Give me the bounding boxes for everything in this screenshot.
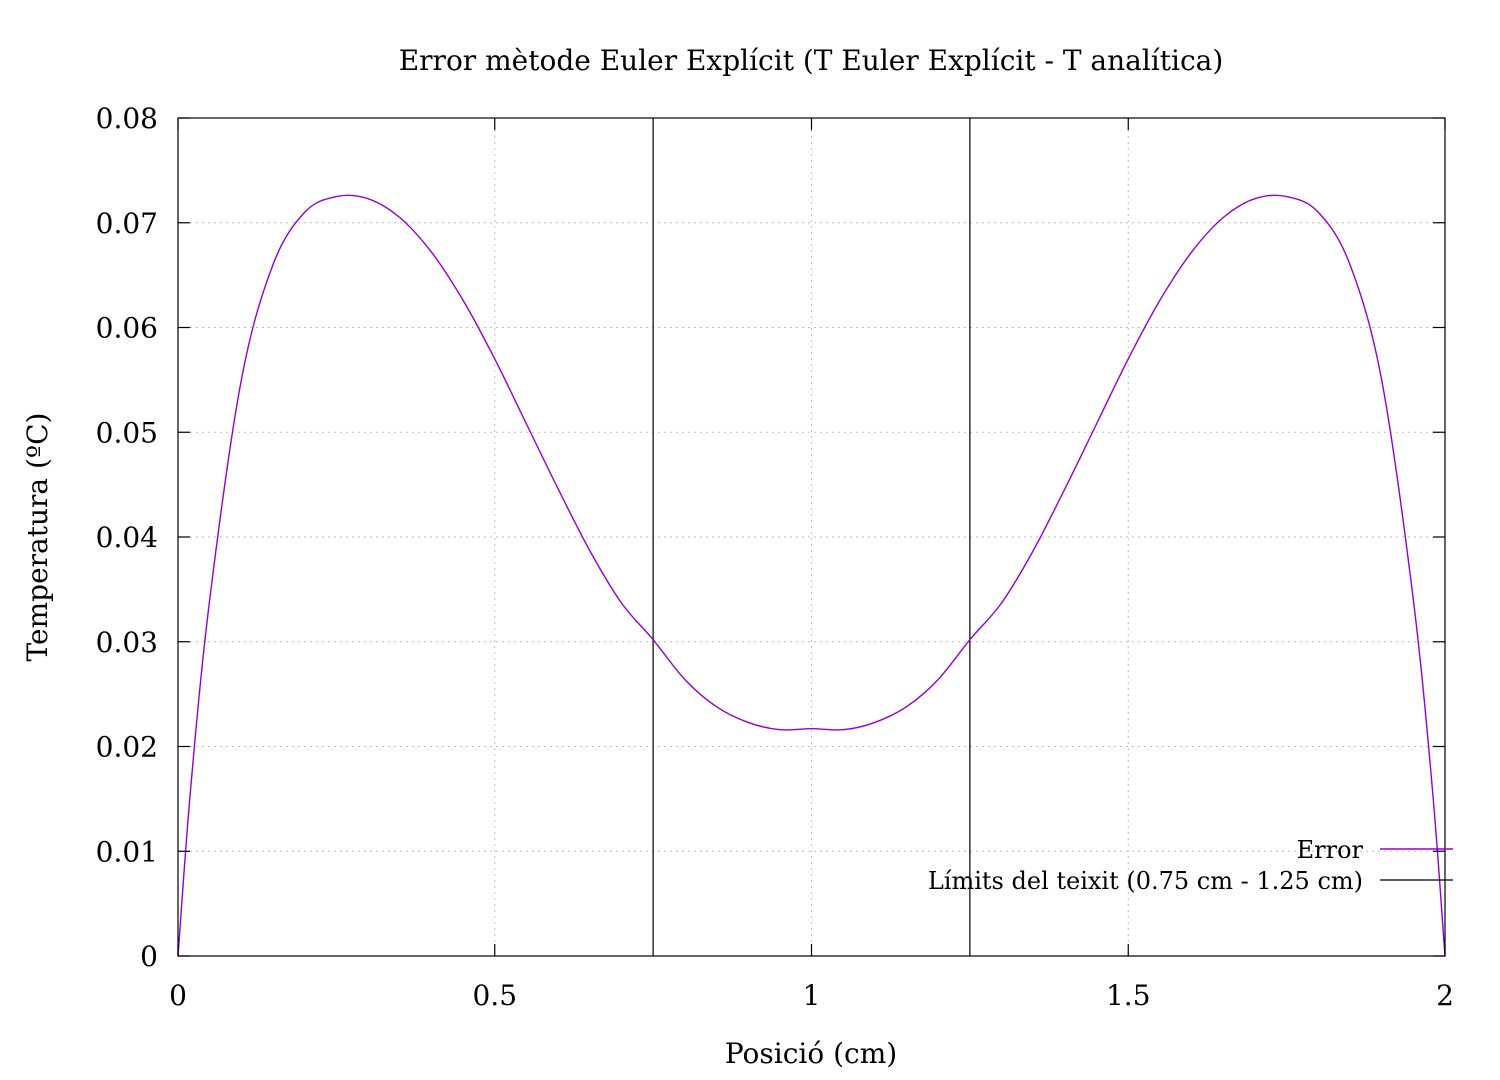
y-tick-label: 0.06	[96, 312, 158, 345]
legend-label-error: Error	[1297, 836, 1364, 864]
chart-title: Error mètode Euler Explícit (T Euler Exp…	[399, 44, 1224, 77]
grid	[178, 118, 1445, 956]
y-tick-label: 0.05	[96, 416, 158, 449]
error-series-line	[177, 194, 1446, 957]
y-tick-label: 0.01	[96, 835, 158, 868]
y-tick-label: 0.03	[96, 626, 158, 659]
x-tick-label: 1	[803, 979, 821, 1012]
y-tick-label: 0.07	[96, 207, 158, 240]
y-tick-labels: 0 0.01 0.02 0.03 0.04 0.05 0.06 0.07 0.08	[96, 102, 158, 973]
y-tick-label: 0.08	[96, 102, 158, 135]
x-tick-label: 0	[169, 979, 187, 1012]
x-axis-label: Posició (cm)	[725, 1037, 897, 1070]
x-tick-label: 2	[1436, 979, 1454, 1012]
x-tick-labels: 0 0.5 1 1.5 2	[169, 979, 1454, 1012]
tissue-limit-lines	[652, 118, 971, 956]
x-tick-label: 0.5	[472, 979, 517, 1012]
legend-label-tissue-limits: Límits del teixit (0.75 cm - 1.25 cm)	[928, 867, 1363, 895]
y-tick-label: 0	[140, 940, 158, 973]
x-tick-label: 1.5	[1106, 979, 1151, 1012]
legend: Error Límits del teixit (0.75 cm - 1.25 …	[928, 836, 1453, 895]
y-tick-label: 0.04	[96, 521, 158, 554]
axis-ticks	[177, 117, 1446, 957]
series-layer	[177, 194, 1446, 957]
y-tick-label: 0.02	[96, 731, 158, 764]
y-axis-label: Temperatura (ºC)	[21, 413, 54, 662]
